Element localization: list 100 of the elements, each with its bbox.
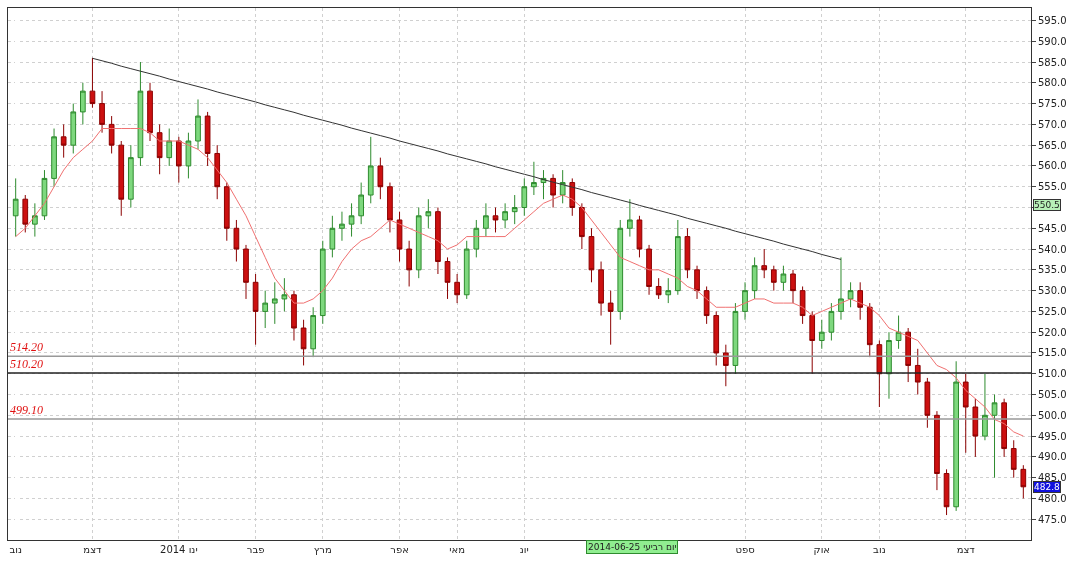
candlestick [972,398,979,458]
candlestick [214,144,221,200]
candlestick [435,207,441,275]
candlestick [636,215,643,258]
candlestick [703,285,710,325]
y-tick-label: 505.0 [1038,389,1067,401]
ref-line-label: 514.20 [10,340,43,354]
candlestick [694,265,700,300]
candlestick [713,310,720,366]
candlestick [204,111,211,167]
candlestick [175,136,182,184]
candlestick [60,123,67,159]
candlestick [137,61,144,167]
candlestick [70,103,77,154]
candlestick [569,177,576,217]
candlestick [396,211,403,263]
candlestick [934,410,940,491]
candlestick [483,202,489,238]
candlestick [329,215,336,258]
x-tick-label: ספט [735,544,755,555]
candlestick [531,161,537,196]
y-tick-label: 530.0 [1038,285,1067,297]
y-tick-label: 540.0 [1038,243,1067,255]
y-tick-label: 500.0 [1038,409,1067,421]
candlestick [463,240,470,300]
candlestick [1010,439,1017,479]
candlestick [80,82,86,125]
candlestick [924,377,931,429]
candlestick [358,182,365,225]
candlestick [646,244,652,296]
candlestick [1020,464,1027,499]
candlestick [617,219,624,321]
candlestick [684,227,691,279]
candlestick [838,256,844,321]
x-tick-label: אוק [813,544,831,555]
candlestick [732,302,739,375]
candlestick [761,248,768,279]
candlestick [982,373,988,441]
candlestick [627,198,633,238]
candlestick [588,227,595,283]
candlestick [511,194,518,225]
x-tick-label: יונ [519,544,529,555]
candlestick [492,207,499,233]
candlestick [271,281,278,325]
candlestick [387,182,393,233]
y-tick-label: 490.0 [1038,451,1067,463]
candlestick [22,194,29,233]
candlestick [262,290,269,329]
x-tick-label: דצמ [83,544,103,555]
candlestick [89,57,96,109]
x-tick-label: דצמ [956,544,976,555]
candlestick [147,82,153,142]
candlestick [809,310,816,375]
candlestick [243,244,249,300]
annotation: 482.8 [1034,482,1061,492]
candlestick [406,240,412,287]
annotation: 550.5 [1034,200,1060,210]
x-tick-label: מאי [449,544,465,555]
candlestick [818,319,825,350]
y-tick-label: 575.0 [1038,98,1067,110]
candlestick [866,302,873,358]
candlestick [857,281,864,321]
candlestick [502,202,508,229]
candlestick [156,123,163,175]
candlestick [319,240,326,325]
candlestick [195,98,201,150]
candlestick [1001,398,1007,458]
candlestick [300,319,307,366]
candlestick [742,281,748,321]
candlestick [943,468,950,516]
candlestick [550,173,556,208]
candlestick [886,331,892,400]
candlestick [770,265,777,292]
candlestick [521,177,528,217]
y-tick-label: 495.0 [1038,430,1067,442]
candlestick [223,182,230,242]
candlestick [655,277,662,300]
candlestick [118,140,125,217]
ref-line-label: 499.10 [10,403,43,417]
candlestick [127,144,134,208]
candlestick [722,344,729,387]
candlestick [674,219,681,296]
text: 2014-06-25 יום רביעי [588,542,677,552]
x-tick-label: נוב [9,544,22,555]
candlestick [847,281,854,308]
candlestick [473,219,480,258]
candlestick [953,360,959,512]
candlestick [252,273,259,346]
y-tick-label: 580.0 [1038,77,1067,89]
candlestick [751,256,758,300]
candlestick [415,207,422,279]
candlestick [99,90,105,134]
candlestick [790,269,796,304]
candlestick [377,157,384,200]
y-tick-label: 515.0 [1038,347,1067,359]
candlestick [799,285,806,325]
y-tick-label: 565.0 [1038,139,1067,151]
candlestick [185,132,192,179]
candlestick [425,198,432,229]
candlestick [876,340,883,408]
